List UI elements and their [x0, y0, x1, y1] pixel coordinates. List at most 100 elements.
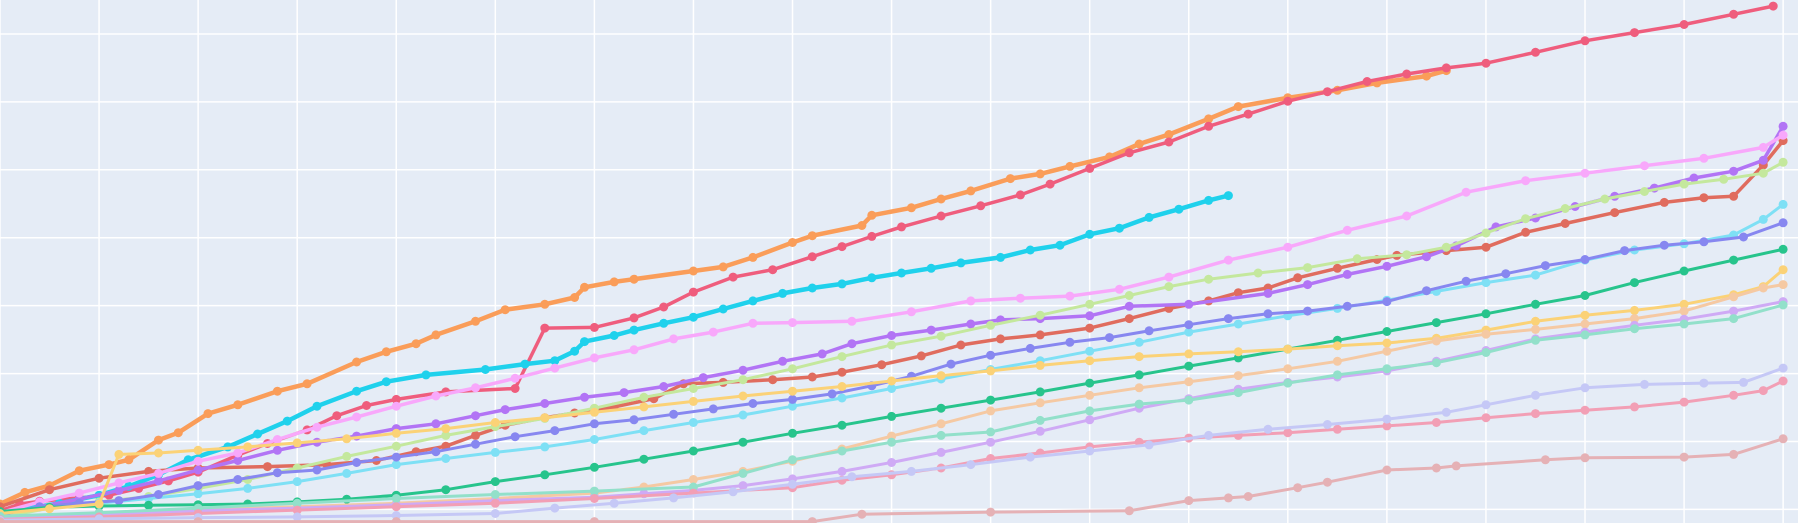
data-point-10-5[interactable] — [193, 445, 203, 455]
data-point-5-9[interactable] — [352, 412, 362, 422]
data-point-4-23[interactable] — [887, 331, 897, 340]
data-point-1-36[interactable] — [1283, 96, 1293, 106]
data-point-6-26[interactable] — [1253, 268, 1263, 278]
data-point-3-23[interactable] — [956, 340, 966, 350]
data-point-10-20[interactable] — [936, 371, 946, 381]
data-point-9-34[interactable] — [1679, 266, 1689, 276]
data-point-4-17[interactable] — [659, 382, 669, 391]
data-point-4-35[interactable] — [1422, 252, 1431, 262]
data-point-1-43[interactable] — [1580, 36, 1590, 46]
data-point-5-16[interactable] — [629, 345, 639, 355]
data-point-7-22[interactable] — [1085, 346, 1095, 356]
data-point-4-15[interactable] — [580, 392, 589, 402]
data-point-8-5[interactable] — [193, 481, 203, 491]
data-point-8-7[interactable] — [272, 468, 282, 478]
data-point-11-26[interactable] — [1580, 319, 1590, 329]
data-point-2-24[interactable] — [748, 296, 758, 306]
data-point-10-14[interactable] — [639, 402, 649, 412]
data-point-0-10[interactable] — [272, 386, 282, 396]
data-point-10-8[interactable] — [342, 434, 352, 444]
data-point-0-16[interactable] — [471, 316, 480, 326]
data-point-15-10[interactable] — [788, 479, 797, 489]
data-point-9-17[interactable] — [837, 420, 847, 430]
data-point-14-5[interactable] — [490, 498, 500, 508]
data-point-3-27[interactable] — [1124, 314, 1134, 324]
data-point-4-14[interactable] — [540, 399, 550, 408]
data-point-0-32[interactable] — [966, 186, 976, 196]
data-point-9-12[interactable] — [589, 462, 599, 472]
data-point-6-17[interactable] — [837, 352, 847, 362]
data-point-8-40[interactable] — [1580, 255, 1590, 264]
data-point-16-16[interactable] — [1540, 455, 1550, 465]
data-point-14-26[interactable] — [1679, 397, 1689, 407]
data-point-6-18[interactable] — [887, 340, 897, 350]
data-point-15-28[interactable] — [1778, 363, 1788, 373]
data-point-6-35[interactable] — [1640, 187, 1649, 196]
data-point-8-14[interactable] — [550, 426, 560, 436]
data-point-2-36[interactable] — [1114, 223, 1124, 233]
data-point-14-27[interactable] — [1729, 390, 1739, 400]
data-point-15-18[interactable] — [1263, 424, 1273, 434]
data-point-11-14[interactable] — [986, 406, 996, 416]
data-point-0-14[interactable] — [411, 339, 421, 349]
data-point-10-10[interactable] — [441, 424, 451, 434]
data-point-5-4[interactable] — [154, 468, 163, 478]
data-point-8-4[interactable] — [154, 490, 163, 499]
data-point-0-34[interactable] — [1035, 169, 1045, 179]
data-point-3-39[interactable] — [1560, 219, 1570, 228]
data-point-6-8[interactable] — [391, 441, 401, 451]
data-point-4-11[interactable] — [431, 419, 441, 429]
data-point-3-38[interactable] — [1521, 227, 1531, 237]
data-point-1-28[interactable] — [976, 201, 986, 211]
data-point-7-17[interactable] — [837, 393, 847, 403]
data-point-15-8[interactable] — [669, 493, 679, 503]
data-point-0-37[interactable] — [1134, 139, 1144, 149]
data-point-7-30[interactable] — [1481, 278, 1491, 288]
data-point-0-12[interactable] — [352, 357, 362, 367]
data-point-16-7[interactable] — [1124, 506, 1134, 516]
data-point-8-35[interactable] — [1382, 297, 1392, 307]
data-point-1-29[interactable] — [1015, 190, 1025, 200]
data-point-10-6[interactable] — [243, 442, 253, 452]
data-point-13-4[interactable] — [391, 494, 401, 503]
data-point-8-19[interactable] — [748, 399, 758, 408]
data-point-6-14[interactable] — [688, 384, 698, 393]
data-point-13-26[interactable] — [1630, 324, 1639, 334]
data-point-16-15[interactable] — [1451, 461, 1461, 471]
data-point-15-17[interactable] — [1204, 430, 1214, 440]
data-point-0-6[interactable] — [154, 435, 163, 445]
data-point-4-44[interactable] — [1758, 155, 1768, 165]
data-point-4-31[interactable] — [1263, 288, 1273, 298]
data-point-5-26[interactable] — [1114, 284, 1124, 294]
data-point-10-29[interactable] — [1382, 338, 1392, 348]
data-point-1-25[interactable] — [867, 231, 877, 241]
data-point-4-33[interactable] — [1342, 269, 1352, 279]
data-point-11-30[interactable] — [1758, 283, 1768, 293]
data-point-14-25[interactable] — [1630, 402, 1639, 412]
data-point-2-28[interactable] — [867, 273, 877, 283]
data-point-10-32[interactable] — [1531, 316, 1540, 326]
data-point-9-33[interactable] — [1630, 278, 1639, 288]
data-point-12-16[interactable] — [1085, 415, 1095, 425]
data-point-15-16[interactable] — [1144, 440, 1154, 450]
data-point-8-45[interactable] — [1778, 218, 1788, 228]
data-point-2-30[interactable] — [926, 263, 936, 273]
data-point-7-4[interactable] — [193, 489, 203, 499]
data-point-13-22[interactable] — [1431, 358, 1441, 368]
data-point-13-6[interactable] — [589, 486, 599, 496]
data-point-11-16[interactable] — [1085, 390, 1095, 400]
data-point-6-33[interactable] — [1560, 204, 1570, 213]
data-point-2-35[interactable] — [1085, 229, 1095, 239]
data-point-2-38[interactable] — [1174, 204, 1184, 214]
data-point-3-21[interactable] — [877, 360, 887, 370]
data-point-15-12[interactable] — [906, 466, 916, 476]
data-point-10-4[interactable] — [154, 448, 163, 458]
data-point-13-15[interactable] — [1085, 406, 1095, 416]
data-point-5-36[interactable] — [1699, 153, 1709, 163]
data-point-5-21[interactable] — [847, 316, 857, 326]
data-point-13-14[interactable] — [1035, 415, 1045, 425]
data-point-6-27[interactable] — [1303, 263, 1313, 273]
data-point-4-43[interactable] — [1729, 166, 1739, 176]
data-point-0-44[interactable] — [1422, 71, 1431, 81]
data-point-7-10[interactable] — [490, 447, 500, 457]
